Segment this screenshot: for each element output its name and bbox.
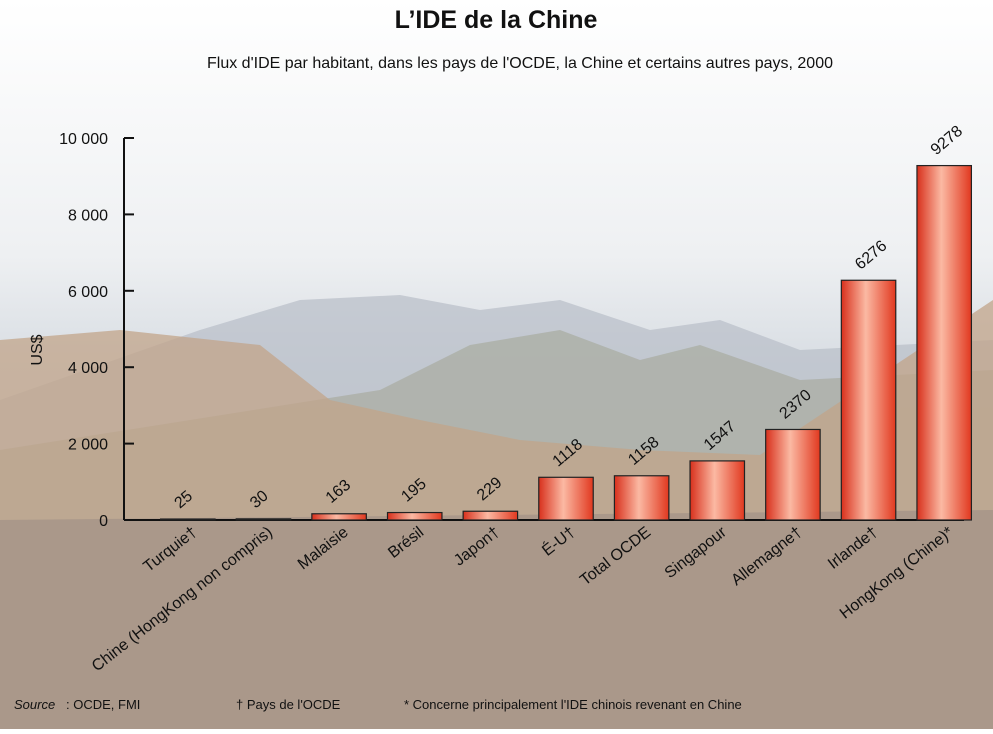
footnote: † Pays de l'OCDE <box>236 697 341 712</box>
y-tick-label: 8 000 <box>68 207 108 224</box>
bar <box>462 510 519 521</box>
bar <box>538 476 594 521</box>
chart-title: L’IDE de la Chine <box>395 6 598 34</box>
y-tick-label: 4 000 <box>68 360 108 377</box>
walkway <box>0 510 993 729</box>
source-label: Source <box>14 697 55 712</box>
bar <box>386 511 443 521</box>
bar <box>613 475 670 521</box>
bar <box>311 513 367 521</box>
bar <box>765 428 821 521</box>
source-text: : OCDE, FMI <box>66 697 140 712</box>
footnote: * Concerne principalement l'IDE chinois … <box>404 697 742 712</box>
y-tick-label: 6 000 <box>68 284 108 301</box>
bar <box>916 164 973 521</box>
bar <box>689 460 746 521</box>
bar <box>840 279 897 521</box>
y-tick-label: 0 <box>99 513 108 530</box>
y-tick-label: 10 000 <box>59 131 108 148</box>
y-axis-label: US$ <box>29 334 46 365</box>
chart-subtitle: Flux d'IDE par habitant, dans les pays d… <box>207 55 833 72</box>
bar <box>159 518 216 521</box>
bar <box>235 518 292 521</box>
y-tick-label: 2 000 <box>68 437 108 454</box>
